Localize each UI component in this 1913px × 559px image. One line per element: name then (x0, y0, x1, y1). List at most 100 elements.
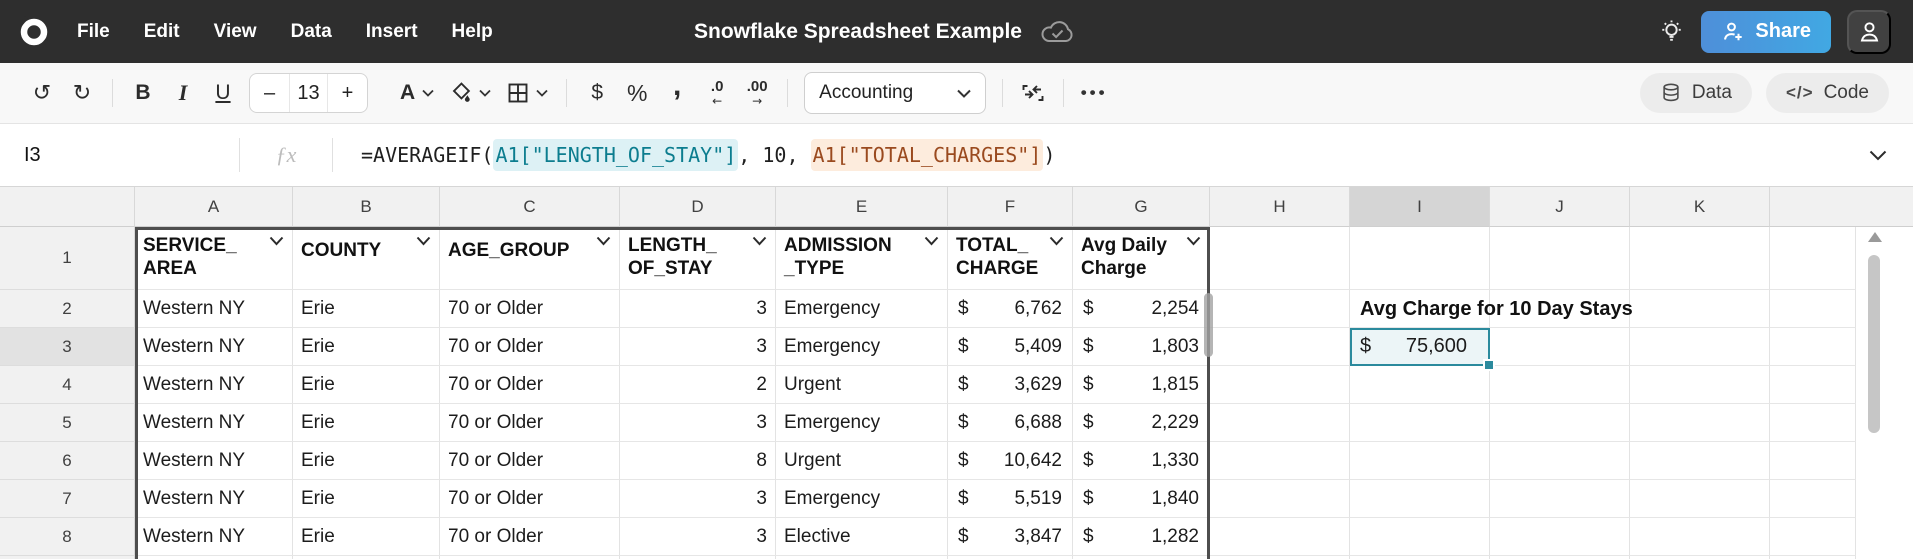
cell-F8[interactable]: $3,847 (948, 518, 1073, 556)
code-panel-button[interactable]: </> Code (1765, 73, 1889, 113)
currency-format-button[interactable]: $ (577, 73, 617, 113)
cell-A9[interactable] (135, 556, 293, 559)
cell-A8[interactable]: Western NY (135, 518, 293, 556)
cell-C9[interactable] (440, 556, 620, 559)
cell-K5[interactable] (1630, 404, 1770, 442)
cell-H8[interactable] (1210, 518, 1350, 556)
cell-B8[interactable]: Erie (293, 518, 440, 556)
cell-L4[interactable] (1770, 366, 1856, 404)
cell-D5[interactable]: 3 (620, 404, 776, 442)
cell-D8[interactable]: 3 (620, 518, 776, 556)
borders-button[interactable] (499, 73, 556, 113)
font-size-increase-button[interactable]: + (341, 81, 354, 104)
cell-E8[interactable]: Elective (776, 518, 948, 556)
comma-format-button[interactable]: , (657, 69, 697, 113)
cell-F7[interactable]: $5,519 (948, 480, 1073, 518)
cell-C8[interactable]: 70 or Older (440, 518, 620, 556)
bold-button[interactable]: B (123, 73, 163, 113)
cell-I9[interactable] (1350, 556, 1490, 559)
cell-J1[interactable] (1490, 227, 1630, 290)
menu-help[interactable]: Help (451, 20, 493, 42)
cell-G6[interactable]: $1,330 (1073, 442, 1210, 480)
column-header-partial[interactable] (1770, 187, 1913, 227)
cell-E2[interactable]: Emergency (776, 290, 948, 328)
table-scroll-indicator[interactable] (1204, 293, 1213, 357)
column-header-D[interactable]: D (620, 187, 776, 227)
account-button[interactable] (1847, 9, 1891, 54)
table-header-age-group[interactable]: AGE_GROUP (440, 227, 620, 290)
filter-chevron-icon[interactable] (1186, 236, 1201, 246)
filter-chevron-icon[interactable] (416, 236, 431, 246)
avg-charge-label[interactable]: Avg Charge for 10 Day Stays (1360, 297, 1633, 320)
table-header-admission-type[interactable]: ADMISSION _TYPE (776, 227, 948, 290)
cell-J5[interactable] (1490, 404, 1630, 442)
fit-cell-button[interactable] (1013, 73, 1053, 113)
cell-I8[interactable] (1350, 518, 1490, 556)
cell-D2[interactable]: 3 (620, 290, 776, 328)
cell-H5[interactable] (1210, 404, 1350, 442)
cell-J4[interactable] (1490, 366, 1630, 404)
cell-B7[interactable]: Erie (293, 480, 440, 518)
cell-E5[interactable]: Emergency (776, 404, 948, 442)
cell-D9[interactable] (620, 556, 776, 559)
menu-file[interactable]: File (77, 20, 110, 42)
cell-A7[interactable]: Western NY (135, 480, 293, 518)
text-color-button[interactable]: A (392, 73, 442, 113)
cell-J2[interactable] (1490, 290, 1630, 328)
cell-I1[interactable] (1350, 227, 1490, 290)
cell-B6[interactable]: Erie (293, 442, 440, 480)
cell-C7[interactable]: 70 or Older (440, 480, 620, 518)
menu-view[interactable]: View (213, 20, 257, 42)
cell-B2[interactable]: Erie (293, 290, 440, 328)
cell-E9[interactable] (776, 556, 948, 559)
table-header-length-of-stay[interactable]: LENGTH_ OF_STAY (620, 227, 776, 290)
vertical-scrollbar-thumb[interactable] (1868, 255, 1880, 433)
more-options-button[interactable]: ••• (1074, 73, 1114, 113)
row-header-1[interactable]: 1 (0, 227, 135, 290)
cell-L5[interactable] (1770, 404, 1856, 442)
formula-bar-expand-chevron[interactable] (1869, 150, 1887, 161)
cell-F6[interactable]: $10,642 (948, 442, 1073, 480)
column-header-F[interactable]: F (948, 187, 1073, 227)
cell-B5[interactable]: Erie (293, 404, 440, 442)
decrease-decimal-button[interactable]: .0 ← (697, 73, 737, 113)
cell-F9[interactable] (948, 556, 1073, 559)
filter-chevron-icon[interactable] (752, 236, 767, 246)
cell-I3[interactable]: $75,600 (1350, 328, 1490, 366)
cell-I4[interactable] (1350, 366, 1490, 404)
filter-chevron-icon[interactable] (596, 236, 611, 246)
column-header-G[interactable]: G (1073, 187, 1210, 227)
cell-K7[interactable] (1630, 480, 1770, 518)
cell-A4[interactable]: Western NY (135, 366, 293, 404)
table-header-total-charge[interactable]: TOTAL_ CHARGE (948, 227, 1073, 290)
share-button[interactable]: Share (1701, 10, 1831, 53)
cell-L3[interactable] (1770, 328, 1856, 366)
row-header-8[interactable]: 8 (0, 518, 135, 556)
cell-E4[interactable]: Urgent (776, 366, 948, 404)
theme-toggle-icon[interactable] (1658, 18, 1685, 45)
cell-J9[interactable] (1490, 556, 1630, 559)
cell-F5[interactable]: $6,688 (948, 404, 1073, 442)
cell-reference-box[interactable]: I3 (24, 143, 41, 166)
cell-H1[interactable] (1210, 227, 1350, 290)
cell-E6[interactable]: Urgent (776, 442, 948, 480)
percent-format-button[interactable]: % (617, 73, 657, 113)
underline-button[interactable]: U (203, 73, 243, 113)
cell-K4[interactable] (1630, 366, 1770, 404)
cell-C2[interactable]: 70 or Older (440, 290, 620, 328)
cell-E3[interactable]: Emergency (776, 328, 948, 366)
cell-I5[interactable] (1350, 404, 1490, 442)
cell-K6[interactable] (1630, 442, 1770, 480)
cell-I2[interactable] (1350, 290, 1490, 328)
column-header-J[interactable]: J (1490, 187, 1630, 227)
scrollbar-up-arrow[interactable] (1868, 232, 1882, 242)
cell-C3[interactable]: 70 or Older (440, 328, 620, 366)
cell-I6[interactable] (1350, 442, 1490, 480)
cell-G7[interactable]: $1,840 (1073, 480, 1210, 518)
menu-edit[interactable]: Edit (143, 20, 180, 42)
cell-B3[interactable]: Erie (293, 328, 440, 366)
cell-L9[interactable] (1770, 556, 1856, 559)
cell-H7[interactable] (1210, 480, 1350, 518)
table-header-county[interactable]: COUNTY (293, 227, 440, 290)
cell-G2[interactable]: $2,254 (1073, 290, 1210, 328)
